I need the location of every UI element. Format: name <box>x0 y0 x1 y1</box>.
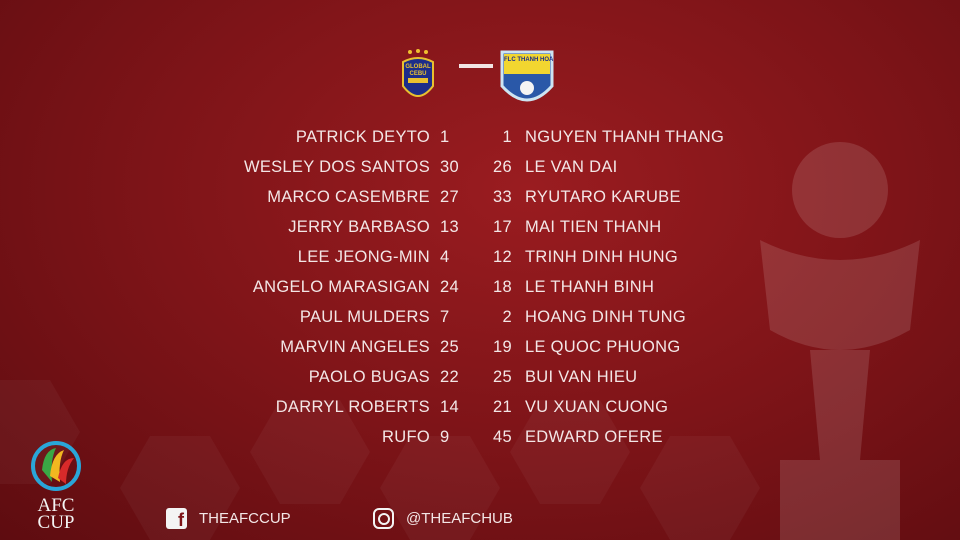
away-player-number: 1 <box>502 128 512 146</box>
lineup-row: PAUL MULDERS 7 2 HOANG DINH TUNG <box>0 308 960 338</box>
away-player-number: 12 <box>493 248 512 266</box>
away-player-name: BUI VAN HIEU <box>525 368 638 386</box>
away-player-number: 21 <box>493 398 512 416</box>
home-player-number: 14 <box>440 398 459 416</box>
away-player-number: 33 <box>493 188 512 206</box>
away-player-name: TRINH DINH HUNG <box>525 248 678 266</box>
home-crest-text: GLOBAL CEBU <box>405 64 431 77</box>
facebook-link[interactable]: f THEAFCCUP <box>166 508 291 530</box>
home-player-name: RUFO <box>382 428 430 446</box>
away-team-crest <box>500 50 554 102</box>
home-player-name: LEE JEONG-MIN <box>297 248 430 266</box>
away-player-name: EDWARD OFERE <box>525 428 663 446</box>
afc-cup-logo: AFC CUP <box>26 440 86 533</box>
away-player-number: 45 <box>493 428 512 446</box>
away-player-name: LE QUOC PHUONG <box>525 338 681 356</box>
home-team-crest <box>402 49 434 97</box>
away-player-name: MAI TIEN THANH <box>525 218 662 236</box>
home-player-name: WESLEY DOS SANTOS <box>243 158 430 176</box>
away-player-number: 2 <box>502 308 512 326</box>
lineup-row: PATRICK DEYTO 1 1 NGUYEN THANH THANG <box>0 128 960 158</box>
away-player-name: RYUTARO KARUBE <box>525 188 681 206</box>
home-player-number: 13 <box>440 218 459 236</box>
home-player-number: 24 <box>440 278 459 296</box>
home-player-name: ANGELO MARASIGAN <box>252 278 430 296</box>
facebook-handle: THEAFCCUP <box>199 510 291 527</box>
home-player-name: PAUL MULDERS <box>299 308 430 326</box>
away-player-number: 25 <box>493 368 512 386</box>
home-player-number: 30 <box>440 158 459 176</box>
bg-hexagon <box>510 400 630 504</box>
lineup-row: RUFO 9 45 EDWARD OFERE <box>0 428 960 458</box>
home-player-number: 1 <box>440 128 450 146</box>
instagram-link[interactable]: @THEAFCHUB <box>373 508 513 529</box>
home-player-name: MARCO CASEMBRE <box>267 188 430 206</box>
lineup-row: DARRYL ROBERTS 14 21 VU XUAN CUONG <box>0 398 960 428</box>
home-player-number: 27 <box>440 188 459 206</box>
bg-hexagon <box>250 400 370 504</box>
away-player-number: 18 <box>493 278 512 296</box>
away-player-name: VU XUAN CUONG <box>525 398 669 416</box>
instagram-handle: @THEAFCHUB <box>406 510 513 527</box>
away-player-name: HOANG DINH TUNG <box>525 308 686 326</box>
home-player-name: DARRYL ROBERTS <box>275 398 430 416</box>
home-player-number: 9 <box>440 428 450 446</box>
lineup-row: PAOLO BUGAS 22 25 BUI VAN HIEU <box>0 368 960 398</box>
lineup-row: WESLEY DOS SANTOS 30 26 LE VAN DAI <box>0 158 960 188</box>
lineup-row: ANGELO MARASIGAN 24 18 LE THANH BINH <box>0 278 960 308</box>
afc-logo-line2: CUP <box>37 512 75 533</box>
home-player-name: MARVIN ANGELES <box>280 338 430 356</box>
away-player-number: 19 <box>493 338 512 356</box>
home-player-number: 22 <box>440 368 459 386</box>
home-player-number: 4 <box>440 248 450 266</box>
home-player-number: 25 <box>440 338 459 356</box>
lineup-row: JERRY BARBASO 13 17 MAI TIEN THANH <box>0 218 960 248</box>
home-player-number: 7 <box>440 308 450 326</box>
away-player-name: LE VAN DAI <box>525 158 618 176</box>
lineup-row: LEE JEONG-MIN 4 12 TRINH DINH HUNG <box>0 248 960 278</box>
afc-logo-line1: AFC <box>37 495 75 516</box>
away-player-number: 17 <box>493 218 512 236</box>
home-player-name: JERRY BARBASO <box>288 218 430 236</box>
away-player-name: NGUYEN THANH THANG <box>525 128 725 146</box>
lineup-row: MARCO CASEMBRE 27 33 RYUTARO KARUBE <box>0 188 960 218</box>
home-player-name: PAOLO BUGAS <box>308 368 430 386</box>
facebook-icon: f <box>166 508 187 530</box>
versus-dash <box>459 64 493 68</box>
home-player-name: PATRICK DEYTO <box>295 128 430 146</box>
afc-cup-emblem <box>31 441 81 491</box>
trophy-watermark <box>760 142 920 540</box>
away-player-number: 26 <box>493 158 512 176</box>
away-player-name: LE THANH BINH <box>525 278 655 296</box>
away-crest-text: FLC THANH HOA <box>504 57 554 63</box>
lineup-row: MARVIN ANGELES 25 19 LE QUOC PHUONG <box>0 338 960 368</box>
instagram-icon <box>373 508 394 529</box>
